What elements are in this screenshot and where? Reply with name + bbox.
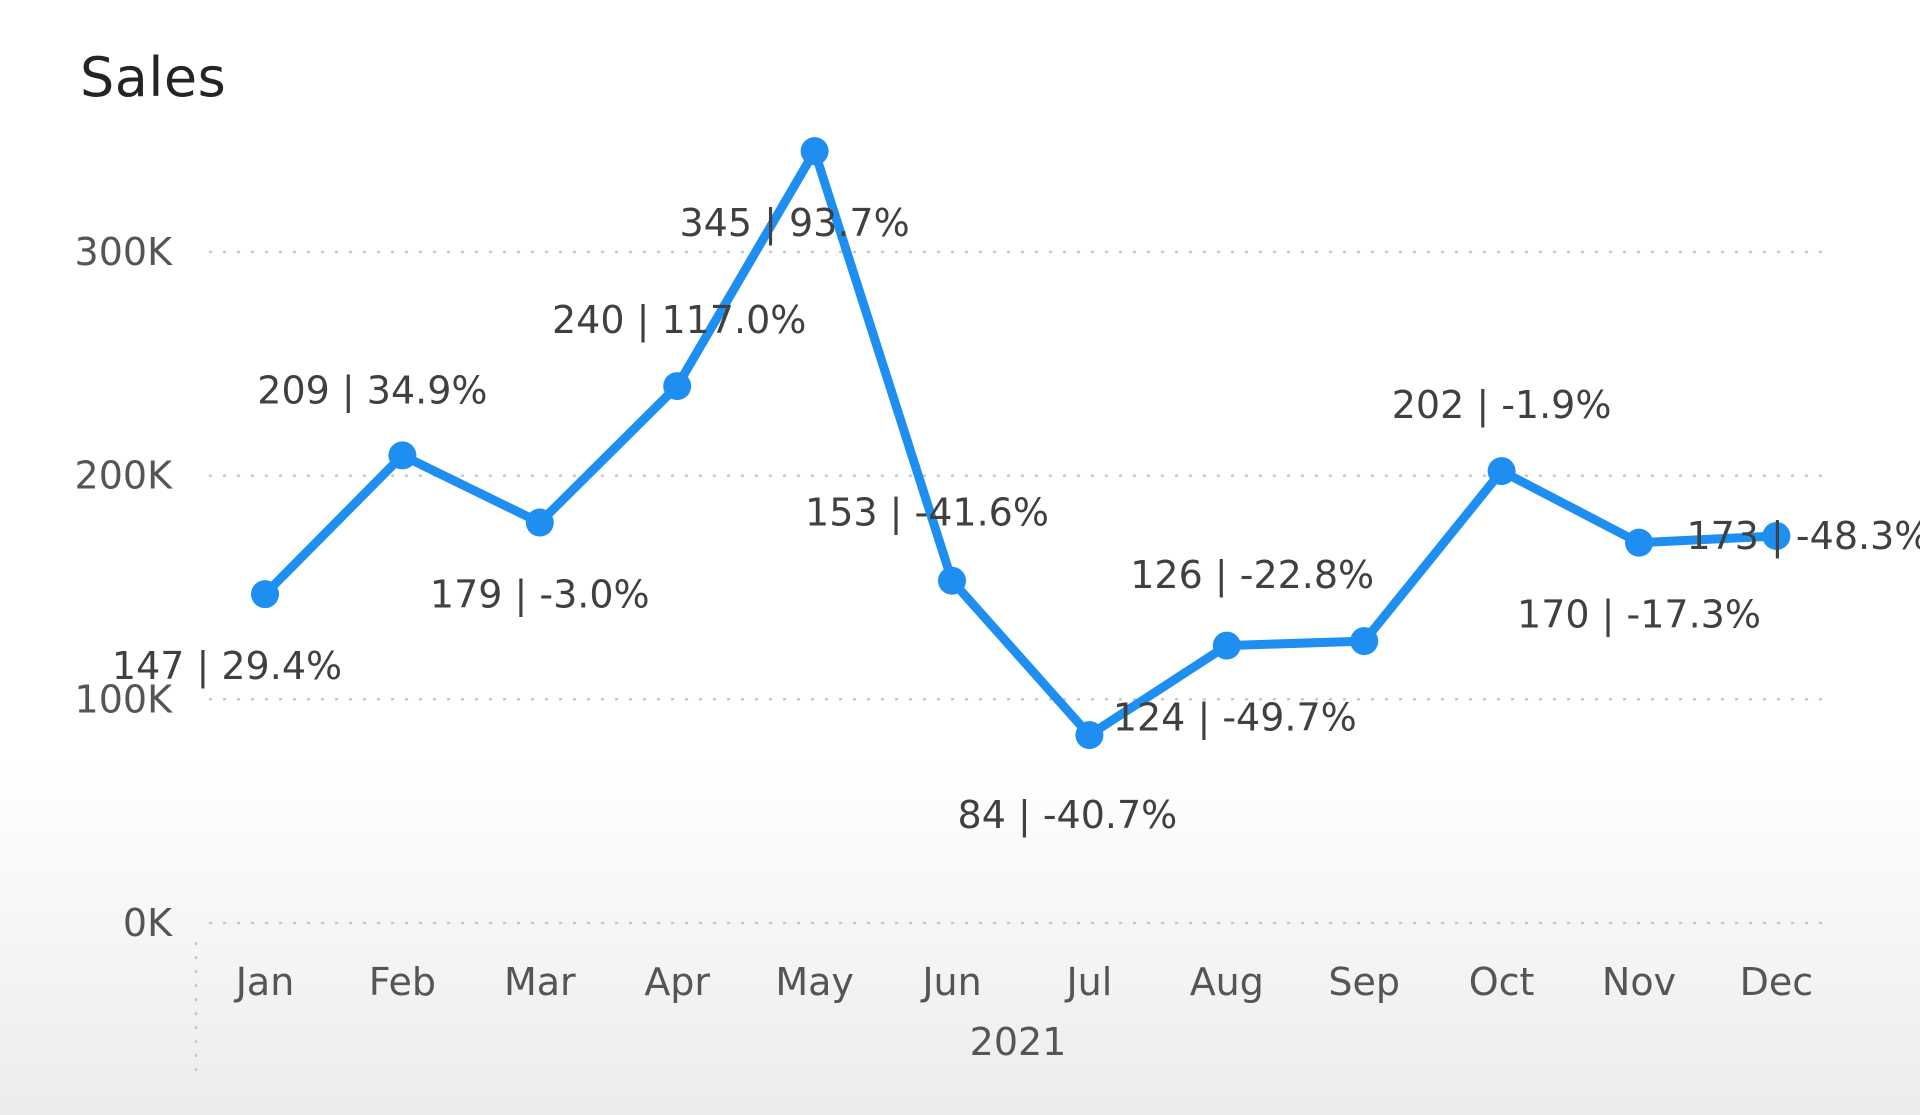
data-label-feb: 209 | 34.9%	[257, 368, 487, 413]
x-tick-label-oct: Oct	[1469, 960, 1535, 1004]
data-label-apr: 240 | 117.0%	[552, 298, 806, 343]
y-tick-label: 0K	[123, 901, 173, 945]
data-label-oct: 202 | -1.9%	[1392, 383, 1612, 428]
x-tick-label-nov: Nov	[1602, 960, 1676, 1004]
data-point-may[interactable]	[800, 137, 829, 166]
data-point-jan[interactable]	[251, 580, 279, 609]
data-label-jul: 84 | -40.7%	[958, 793, 1178, 838]
data-label-sep: 126 | -22.8%	[1130, 553, 1374, 598]
y-tick-label: 200K	[75, 454, 174, 498]
data-label-aug: 124 | -49.7%	[1113, 696, 1357, 741]
x-tick-label-aug: Aug	[1190, 960, 1264, 1004]
data-point-oct[interactable]	[1487, 457, 1516, 486]
x-tick-label-dec: Dec	[1740, 960, 1814, 1004]
gridlines	[208, 250, 1824, 925]
data-point-jun[interactable]	[938, 566, 966, 595]
x-tick-label-apr: Apr	[644, 960, 710, 1004]
y-tick-label: 300K	[75, 230, 174, 274]
data-label-jan: 147 | 29.4%	[112, 644, 342, 689]
series-line	[260, 146, 1781, 740]
data-label-may: 345 | 93.7%	[679, 201, 909, 246]
data-label-nov: 170 | -17.3%	[1517, 593, 1761, 638]
data-label-jun: 153 | -41.6%	[805, 491, 1049, 536]
x-tick-label-jun: Jun	[920, 960, 981, 1004]
x-axis-title: 2021	[970, 1020, 1067, 1064]
data-point-nov[interactable]	[1625, 528, 1653, 557]
data-point-aug[interactable]	[1212, 631, 1241, 660]
markers	[251, 137, 1791, 750]
data-label-mar: 179 | -3.0%	[430, 573, 650, 618]
chart-title: Sales	[80, 46, 227, 109]
x-tick-label-jan: Jan	[234, 960, 295, 1004]
x-tick-label-may: May	[775, 960, 854, 1004]
data-labels: 147 | 29.4% 209 | 34.9% 179 | -3.0% 240 | 1…	[112, 201, 1920, 838]
data-point-feb[interactable]	[388, 441, 417, 470]
data-label-dec: 173 | -48.3%	[1686, 514, 1920, 559]
data-point-jul[interactable]	[1075, 721, 1104, 750]
x-tick-label-mar: Mar	[504, 960, 576, 1004]
data-point-dec[interactable]	[1762, 521, 1791, 550]
axes: 0K 100K 200K 300K Jan Feb Mar Apr May Jun Jul Aug Se…	[75, 230, 1814, 1082]
x-tick-label-feb: Feb	[369, 960, 436, 1004]
data-point-mar[interactable]	[525, 508, 554, 537]
series-line-layer	[260, 146, 1781, 740]
data-point-sep[interactable]	[1350, 627, 1379, 656]
data-point-apr[interactable]	[663, 372, 692, 401]
y-tick-label: 100K	[75, 677, 174, 721]
x-tick-label-jul: Jul	[1064, 960, 1112, 1004]
x-tick-label-sep: Sep	[1328, 960, 1400, 1004]
